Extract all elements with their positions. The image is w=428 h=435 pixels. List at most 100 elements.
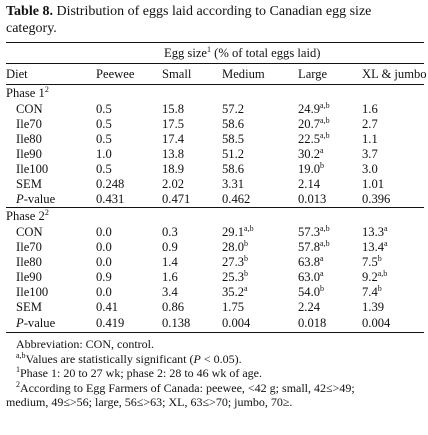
value-cell: 0.9 (156, 240, 216, 255)
value-cell: 1.1 (356, 132, 424, 147)
value-text: 2.02 (162, 177, 185, 191)
value-superscript: a (384, 239, 388, 248)
phase-label-sup: 2 (44, 208, 49, 217)
value-text: 0.5 (96, 102, 112, 116)
value-superscript: a (384, 224, 388, 233)
value-text: 1.0 (96, 147, 112, 161)
value-text: 30.2 (298, 147, 321, 161)
value-text: 3.31 (222, 177, 245, 191)
value-text: 25.3 (222, 270, 245, 284)
table-notes: Abbreviation: CON, control. a,bValues ar… (6, 337, 424, 410)
phase-label: Phase 22 (6, 207, 424, 225)
table-row: Ile100 0.5 18.9 58.6 19.0b 3.0 (6, 162, 424, 177)
value-superscript: b (244, 254, 249, 263)
value-cell: 27.3b (216, 255, 292, 270)
value-cell: 3.31 (216, 177, 292, 192)
value-cell: 7.4b (356, 285, 424, 300)
value-cell: 2.02 (156, 177, 216, 192)
value-text: 0.396 (362, 192, 391, 206)
value-cell: 13.3a (356, 225, 424, 240)
note-significance-sup: a,b (16, 350, 26, 360)
value-superscript: b (377, 254, 382, 263)
value-superscript: a (320, 146, 324, 155)
value-text: 29.1 (222, 225, 245, 239)
value-text: 0.0 (96, 240, 112, 254)
value-superscript: b (320, 284, 325, 293)
value-superscript: a (320, 269, 324, 278)
value-text: 7.4 (362, 285, 378, 299)
value-text: 13.3 (362, 225, 385, 239)
value-text: 54.0 (298, 285, 321, 299)
value-cell: 0.018 (292, 315, 356, 333)
value-text: 0.431 (96, 192, 125, 206)
note-2-sup: 2 (16, 379, 20, 389)
note-significance-text: Values are statistically significant ( (25, 351, 194, 366)
value-superscript: b (244, 269, 249, 278)
value-cell: 1.01 (356, 177, 424, 192)
value-superscript: a,b (320, 101, 330, 110)
value-cell: 3.4 (156, 285, 216, 300)
value-text: 17.4 (162, 132, 185, 146)
value-text: 3.0 (362, 162, 378, 176)
value-text: 18.9 (162, 162, 185, 176)
table-row: CON 0.0 0.3 29.1a,b 57.3a,b 13.3a (6, 225, 424, 240)
diet-cell: Ile80 (16, 255, 42, 269)
phase-label: Phase 12 (6, 85, 424, 103)
value-superscript: b (244, 239, 249, 248)
value-text: 0.5 (96, 162, 112, 176)
value-cell: 1.6 (156, 270, 216, 285)
diet-cell: SEM (16, 177, 42, 191)
value-cell: 7.5b (356, 255, 424, 270)
table-row: Ile90 0.9 1.6 25.3b 63.0a 9.2a,b (6, 270, 424, 285)
value-text: 58.6 (222, 117, 245, 131)
value-text: 0.013 (298, 192, 327, 206)
diet-cell: CON (16, 102, 43, 116)
value-cell: 0.0 (90, 285, 156, 300)
diet-cell: CON (16, 225, 43, 239)
column-header-1: Peewee (90, 63, 156, 85)
value-text: 22.5 (298, 132, 321, 146)
value-cell: 1.0 (90, 147, 156, 162)
diet-cell: Ile100 (16, 285, 49, 299)
value-cell: 20.7a,b (292, 117, 356, 132)
value-cell: 63.0a (292, 270, 356, 285)
value-cell: 15.8 (156, 102, 216, 117)
column-header-0: Diet (6, 63, 90, 85)
value-text: 57.2 (222, 102, 245, 116)
value-cell: 0.0 (90, 255, 156, 270)
table-container: Table 8. Distribution of eggs laid accor… (6, 3, 427, 410)
value-text: 15.8 (162, 102, 185, 116)
value-cell: 51.2 (216, 147, 292, 162)
diet-label: -value (23, 316, 56, 330)
value-text: 9.2 (362, 270, 378, 284)
group-header: Egg size1 (% of total eggs laid) (156, 43, 424, 64)
note-1: 1Phase 1: 20 to 27 wk; phase 2: 28 to 46… (6, 366, 424, 381)
value-cell: 0.0 (90, 225, 156, 240)
value-cell: 13.8 (156, 147, 216, 162)
value-text: 0.5 (96, 117, 112, 131)
value-text: 0.86 (162, 300, 185, 314)
value-text: 57.8 (298, 240, 321, 254)
value-superscript: a,b (320, 224, 330, 233)
value-cell: 0.396 (356, 192, 424, 208)
value-cell: 0.248 (90, 177, 156, 192)
value-cell: 57.2 (216, 102, 292, 117)
diet-cell: P-value (6, 192, 90, 208)
value-text: 0.004 (362, 316, 391, 330)
value-text: 24.9 (298, 102, 321, 116)
value-superscript: a,b (244, 224, 254, 233)
value-superscript: a,b (320, 131, 330, 140)
column-header-3: Medium (216, 63, 292, 85)
value-cell: 13.4a (356, 240, 424, 255)
value-text: 0.41 (96, 300, 119, 314)
value-text: 1.6 (362, 102, 378, 116)
value-text: 1.75 (222, 300, 245, 314)
top-rule (6, 42, 424, 43)
table-row: CON 0.5 15.8 57.2 24.9a,b 1.6 (6, 102, 424, 117)
note-2-line-1: 2According to Egg Farmers of Canada: pee… (6, 379, 424, 396)
note-1-text: Phase 1: 20 to 27 wk; phase 2: 28 to 46 … (20, 366, 262, 380)
value-cell: 0.86 (156, 300, 216, 315)
value-text: 58.6 (222, 162, 245, 176)
column-header-2: Small (156, 63, 216, 85)
value-superscript: a (320, 254, 324, 263)
